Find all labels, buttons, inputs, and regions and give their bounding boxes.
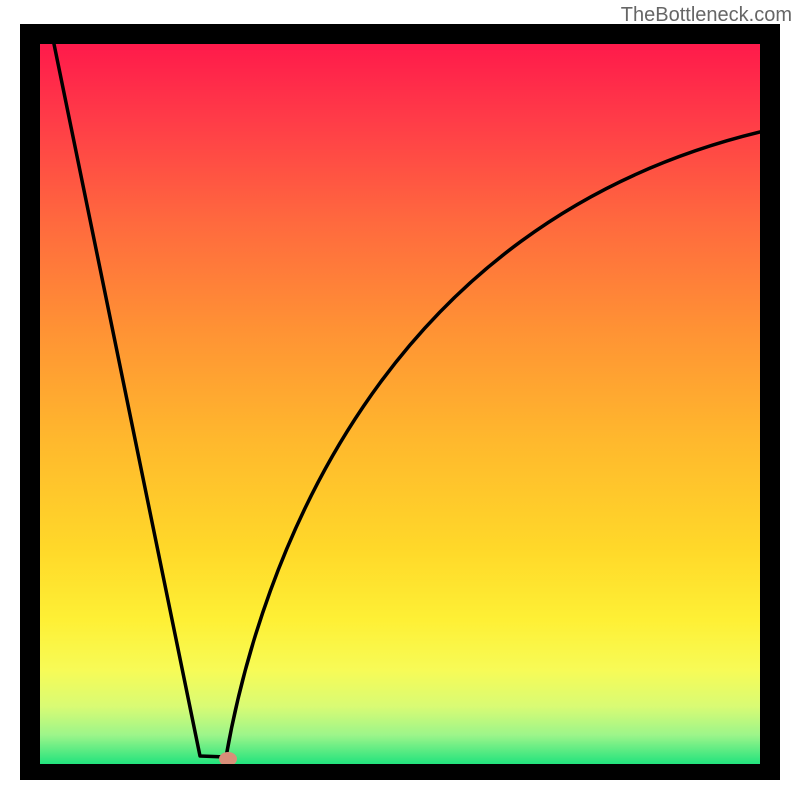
chart-canvas: TheBottleneck.com xyxy=(0,0,800,800)
optimum-marker xyxy=(219,752,237,764)
bottleneck-curve xyxy=(40,44,760,764)
plot-frame xyxy=(20,24,780,780)
